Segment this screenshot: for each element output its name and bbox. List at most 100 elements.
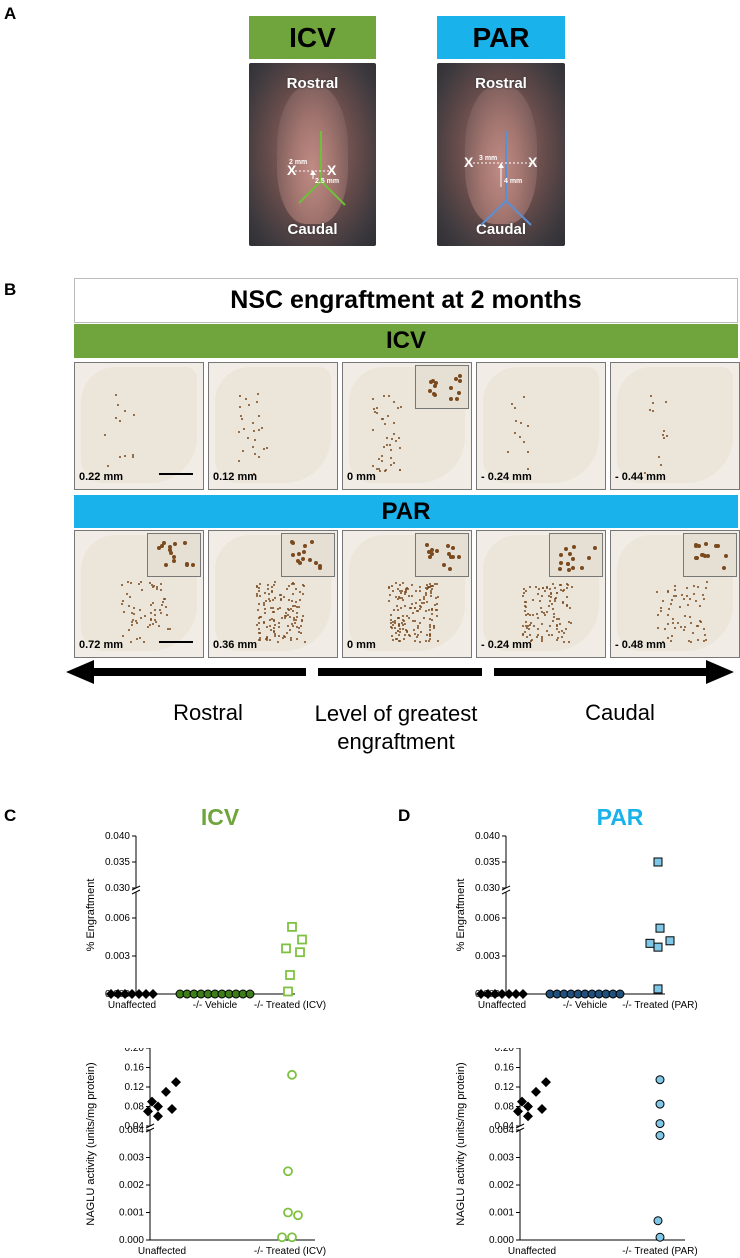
cell-dot: [544, 613, 547, 616]
cell-dot: [294, 619, 297, 622]
x-tick-label: -/- Treated (PAR): [622, 1246, 697, 1257]
y-axis-label: NAGLU activity (units/mg protein): [455, 1062, 467, 1225]
y-axis-label: % Engraftment: [455, 879, 467, 952]
cell-dot: [295, 601, 298, 604]
cell-dot: [137, 583, 140, 586]
cell-dot: [552, 613, 555, 616]
cell-dot: [414, 619, 417, 622]
cell-dot: [554, 587, 557, 590]
cell-dot: [430, 584, 433, 587]
y-tick-label: 0.001: [489, 1208, 514, 1219]
cell-dot: [427, 586, 430, 589]
cell-dot: [289, 636, 292, 639]
cell-dot: [700, 553, 705, 558]
cell-dot: [716, 544, 721, 549]
cell-dot: [258, 456, 261, 459]
cell-dot: [657, 627, 660, 630]
data-point: [653, 1216, 663, 1226]
cell-dot: [663, 437, 666, 440]
cell-dot: [410, 584, 413, 587]
cell-dot: [302, 614, 305, 617]
cell-dot: [399, 607, 402, 610]
data-point: [287, 921, 297, 932]
cell-dot: [123, 611, 126, 614]
cell-dot: [383, 423, 386, 426]
cell-dot: [292, 618, 295, 621]
cell-dot: [289, 639, 292, 642]
cell-dot: [271, 606, 274, 609]
data-point: [134, 989, 144, 999]
cell-dot: [540, 623, 543, 626]
cell-dot: [264, 608, 267, 611]
data-point: [655, 1119, 665, 1129]
cell-dot: [553, 598, 556, 601]
icv-injection-mark-left: X: [287, 162, 297, 178]
cell-dot: [401, 628, 404, 631]
cell-dot: [432, 584, 435, 587]
cell-dot: [166, 627, 169, 630]
cell-dot: [274, 581, 277, 584]
cell-dot: [386, 415, 389, 418]
cell-dot: [371, 398, 374, 401]
cell-dot: [136, 637, 139, 640]
cell-dot: [285, 611, 288, 614]
cell-dot: [254, 438, 257, 441]
cell-dot: [296, 606, 299, 609]
cell-dot: [407, 588, 410, 591]
cell-dot: [293, 583, 296, 586]
cell-dot: [116, 404, 119, 407]
cell-dot: [156, 587, 159, 590]
cell-dot: [135, 619, 138, 622]
cell-dot: [115, 394, 118, 397]
cell-dot: [258, 603, 261, 605]
y-tick-label: 0.035: [105, 857, 130, 868]
cell-dot: [258, 632, 261, 635]
x-tick-label: Unaffected: [508, 1246, 556, 1257]
cell-dot: [290, 608, 293, 611]
cell-dot: [427, 609, 430, 612]
par-banner: PAR: [437, 16, 565, 59]
cell-dot: [565, 583, 568, 586]
cell-dot: [541, 587, 544, 590]
cell-dot: [557, 631, 560, 634]
cell-dot: [394, 595, 397, 598]
cell-dot: [286, 613, 289, 616]
cell-dot: [704, 586, 707, 589]
cell-dot: [279, 598, 282, 601]
magnified-inset: [549, 533, 603, 577]
cell-dot: [397, 623, 400, 626]
data-point: [653, 942, 663, 952]
cell-dot: [425, 586, 428, 589]
icv-injection-mark-right: X: [327, 162, 337, 178]
cell-dot: [128, 595, 131, 598]
cell-dot: [140, 616, 143, 619]
cell-dot: [149, 624, 152, 627]
cell-dot: [430, 547, 435, 552]
cell-dot: [125, 592, 128, 595]
cell-dot: [262, 602, 265, 605]
cell-dot: [546, 587, 549, 590]
cell-dot: [447, 566, 452, 571]
cell-dot: [157, 545, 162, 550]
slice-depth-label: - 0.44 mm: [615, 471, 666, 483]
cell-dot: [266, 583, 269, 586]
cell-dot: [169, 628, 172, 631]
cell-dot: [429, 552, 434, 557]
par-row-banner: PAR: [74, 495, 738, 528]
cell-dot: [299, 631, 302, 634]
cell-dot: [414, 589, 417, 592]
cell-dot: [132, 414, 135, 417]
cell-dot: [397, 406, 400, 409]
cell-dot: [426, 588, 429, 591]
panel-d-title: PAR: [596, 804, 644, 830]
cell-dot: [293, 621, 296, 624]
cell-dot: [295, 612, 298, 615]
cell-dot: [279, 607, 282, 610]
data-point: [127, 989, 137, 999]
cell-dot: [429, 592, 432, 595]
cell-dot: [270, 618, 273, 621]
cell-dot: [699, 619, 702, 622]
cell-dot: [135, 621, 138, 624]
cell-dot: [149, 603, 152, 606]
magnified-inset: [683, 533, 737, 577]
